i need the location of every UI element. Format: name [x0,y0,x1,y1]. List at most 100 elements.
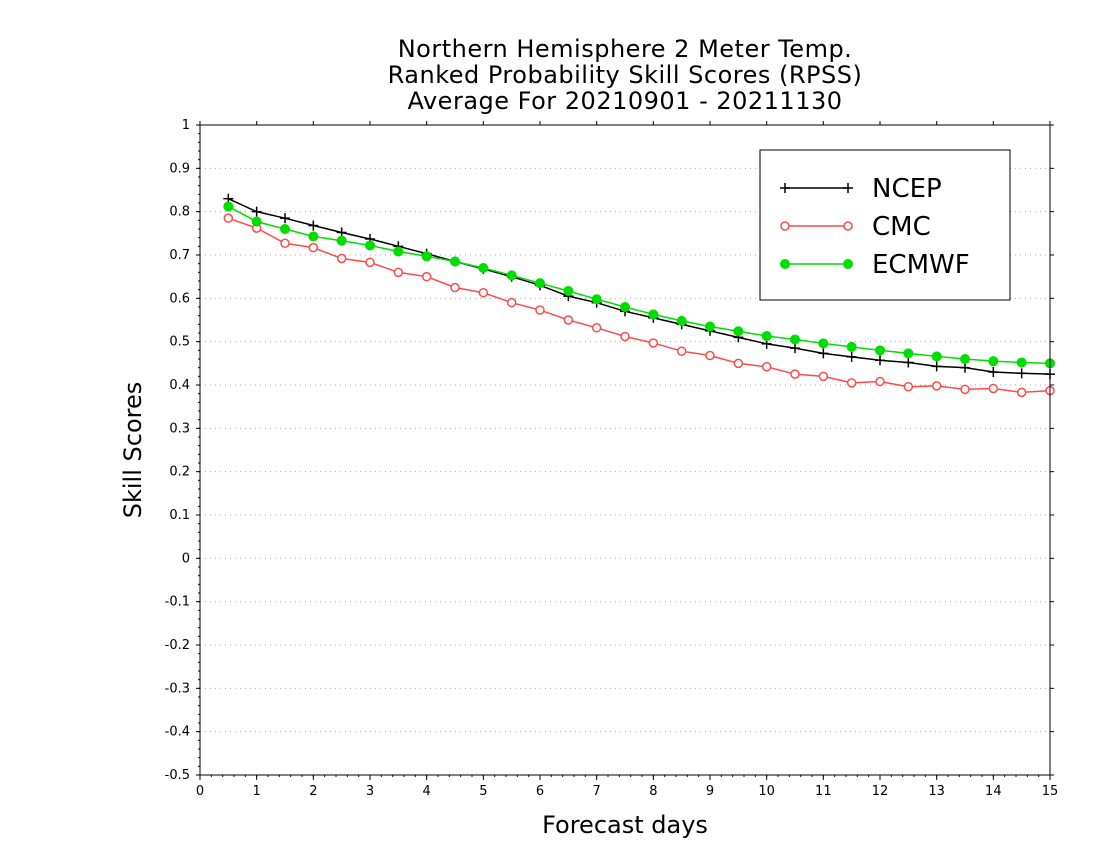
data-point-cmc [478,287,489,298]
x-tick-label: 6 [536,784,544,799]
data-point-cmc [308,242,319,253]
data-point-ecmwf [365,240,375,251]
chart-title-line-2: Ranked Probability Skill Scores (RPSS) [387,61,863,89]
y-tick-label: 0.4 [169,378,190,393]
data-point-ecmwf [846,341,857,352]
y-tick-label: -0.1 [165,595,190,610]
data-point-ecmwf [818,338,829,349]
data-point-cmc [393,267,404,278]
data-point-ecmwf [931,351,942,362]
data-point-cmc [421,271,432,282]
data-point-ncep [875,355,885,366]
data-point-ncep [846,351,857,362]
data-point-ecmwf [648,309,659,320]
data-point-ecmwf [393,246,404,257]
legend-marker-ecmwf [843,259,853,269]
data-point-ecmwf [478,263,489,273]
data-point-ecmwf [676,315,687,326]
data-point-ecmwf [308,231,319,242]
data-point-cmc [563,315,574,325]
x-tick-label: 11 [815,784,832,799]
data-point-ecmwf [705,321,715,332]
chart-title-line-3: Average For 20210901 - 20211130 [407,87,843,115]
data-point-cmc [988,383,999,394]
data-point-cmc [733,358,744,369]
legend-marker-ncep [780,183,790,193]
legend-marker-cmc [843,221,853,231]
data-point-cmc [591,323,602,333]
chart-title: Northern Hemisphere 2 Meter Temp. Ranked… [200,36,1050,114]
y-tick-label: 1 [182,118,190,133]
y-tick-label: 0.1 [169,508,190,523]
data-point-cmc [365,257,375,268]
y-tick-label: 0.9 [169,161,190,176]
data-point-ecmwf [336,235,347,246]
data-point-cmc [761,362,772,372]
x-tick-label: 2 [309,784,317,799]
grid-lines [200,167,1050,733]
data-point-cmc [1016,387,1027,398]
data-point-ncep [931,361,942,372]
series-ncep [223,193,1055,380]
data-point-ecmwf [620,302,630,312]
data-point-ncep [280,213,290,224]
y-tick-label: 0.5 [169,335,190,350]
x-tick-label: 3 [366,784,374,799]
data-point-cmc [818,371,829,382]
data-point-cmc [960,384,970,395]
data-point-ecmwf [875,345,885,356]
x-axis-label: Forecast days [542,811,708,839]
data-point-cmc [875,376,885,387]
data-point-cmc [336,253,347,264]
y-tick-label: -0.3 [165,681,190,696]
y-tick-label: 0.3 [169,421,190,436]
x-tick-label: 0 [196,784,204,799]
y-axis-label: Skill Scores [119,382,147,519]
y-tick-label: 0.7 [169,248,190,263]
x-tick-label: 8 [649,784,657,799]
axis-ticks: -0.5 -0.4 -0.3 -0.2 -0.1 0 0.1 0.2 0.3 0.4 0.5 0.6 0… [165,118,1059,799]
legend-label-ncep: NCEP [872,174,942,204]
y-tick-label: 0.8 [169,205,190,220]
data-point-ecmwf [421,251,432,262]
x-tick-label: 14 [985,784,1002,799]
data-point-ncep [1016,368,1027,379]
data-point-cmc [223,213,234,223]
series-ecmwf [223,201,1055,369]
legend-marker-cmc [780,221,790,231]
x-tick-label: 4 [423,784,431,799]
x-tick-label: 7 [593,784,601,799]
y-tick-label: 0.2 [169,465,190,480]
legend-marker-ecmwf [780,259,790,269]
data-point-ecmwf [988,356,999,367]
data-point-ncep [308,220,319,231]
data-point-cmc [648,338,659,348]
data-point-ncep [818,348,829,359]
data-point-cmc [846,378,857,388]
y-tick-label: 0.6 [169,291,190,306]
data-point-ncep [903,357,914,368]
legend-marker-ncep [843,183,853,193]
data-point-cmc [280,238,290,249]
data-point-ecmwf [506,270,517,281]
data-point-ecmwf [761,331,772,342]
y-tick-label: 0 [182,551,190,566]
x-tick-label: 13 [928,784,945,799]
data-point-ncep [960,362,970,373]
data-point-cmc [450,282,460,293]
data-point-ecmwf [960,354,970,364]
data-point-ncep [988,367,999,377]
data-point-ecmwf [733,326,744,337]
data-point-cmc [931,381,942,391]
x-tick-label: 5 [479,784,487,799]
x-tick-label: 10 [758,784,775,799]
x-tick-label: 9 [706,784,714,799]
data-point-cmc [705,350,715,361]
data-point-ecmwf [563,285,574,296]
data-point-cmc [535,305,545,315]
data-point-ecmwf [591,294,602,305]
data-point-cmc [676,346,687,356]
legend-label-cmc: CMC [872,212,931,242]
x-tick-label: 1 [253,784,261,799]
